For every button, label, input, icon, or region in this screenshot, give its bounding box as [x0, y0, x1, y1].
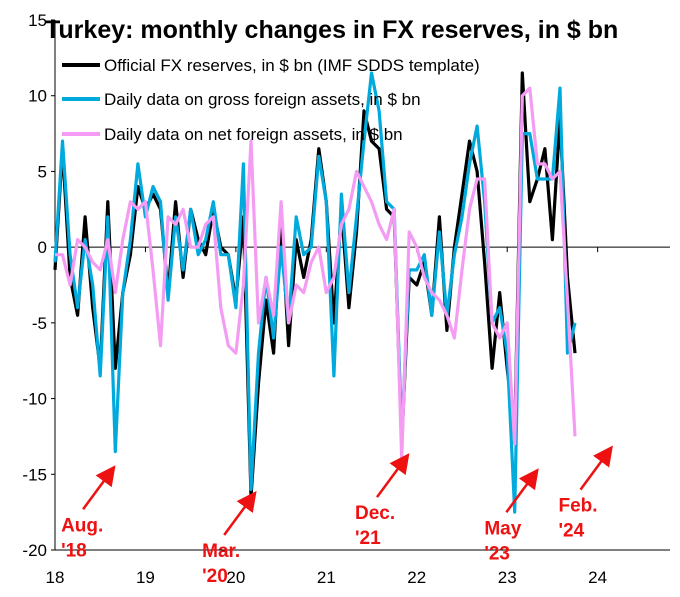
x-tick-label: 21	[317, 568, 336, 587]
x-tick-label: 18	[46, 568, 65, 587]
x-tick-label: 22	[407, 568, 426, 587]
annotation-label-year: '18	[61, 540, 87, 561]
annotation-label-year: '24	[559, 521, 585, 542]
legend-label: Official FX reserves, in $ bn (IMF SDDS …	[104, 56, 480, 75]
x-tick-label: 24	[588, 568, 607, 587]
annotation-label-year: '21	[355, 528, 381, 549]
y-tick-label: -5	[32, 314, 47, 333]
x-tick-label: 20	[226, 568, 245, 587]
annotation-arrow	[579, 445, 613, 491]
annotation-arrow	[376, 453, 410, 498]
series-lines	[53, 71, 577, 514]
annotation-label: May	[484, 518, 521, 539]
legend-label: Daily data on net foreign assets, in $ b…	[104, 125, 403, 144]
annotation-label: Feb.	[559, 496, 598, 517]
y-tick-label: 10	[28, 87, 47, 106]
annotation-label: Aug.	[61, 515, 103, 536]
chart-title: Turkey: monthly changes in FX reserves, …	[45, 16, 618, 44]
annotation-label-year: '23	[484, 543, 510, 564]
y-tick-label: -10	[22, 390, 47, 409]
annotation-label: Dec.	[355, 503, 395, 524]
y-tick-label: 15	[28, 11, 47, 30]
annotation-arrow	[223, 490, 257, 536]
x-tick-label: 19	[136, 568, 155, 587]
legend: Official FX reserves, in $ bn (IMF SDDS …	[62, 56, 480, 144]
annotation-label-year: '20	[202, 566, 228, 587]
series-line-3	[55, 86, 577, 461]
annotation-label: Mar.	[202, 541, 240, 562]
y-tick-label: 0	[38, 238, 47, 257]
x-tick-label: 23	[498, 568, 517, 587]
annotation-arrow	[505, 468, 539, 514]
y-tick-label: -20	[22, 541, 47, 560]
y-tick-label: 5	[38, 162, 47, 181]
y-tick-label: -15	[22, 465, 47, 484]
annotations: Aug. '18 Mar. '20 Dec. '21 May '23 Feb. '24	[61, 445, 613, 587]
legend-label: Daily data on gross foreign assets, in $…	[104, 90, 421, 109]
axes: 15 10 5 0 -5 -10 -15 -20 18 19 20 21 22 23 24	[22, 11, 670, 587]
annotation-arrow	[82, 465, 116, 510]
